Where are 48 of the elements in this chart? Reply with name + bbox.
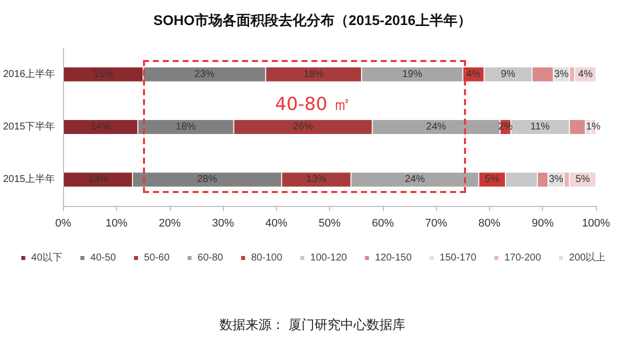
data-label: 26% (292, 122, 314, 132)
data-label: 28% (197, 174, 218, 186)
annotation: 40-80 ㎡ (275, 93, 352, 116)
legend-label: 100-120 (310, 252, 348, 264)
x-tick-label: 20% (158, 218, 182, 230)
legend-label: 120-150 (374, 252, 412, 264)
data-label: 4% (466, 68, 481, 80)
x-tick-label: 80% (478, 218, 501, 230)
y-tick-label: 2015下半年 (2, 120, 56, 132)
chart-title: SOHO市场各面积段去化分布（2015-2016上半年） (153, 12, 472, 28)
data-label: 11% (530, 122, 550, 132)
x-tick-label: 30% (212, 218, 234, 230)
legend-label: 40-50 (90, 252, 116, 264)
legend-label: 150-170 (440, 252, 477, 264)
x-tick-label: 40% (265, 218, 288, 230)
x-tick-label: 10% (106, 218, 128, 230)
legend-label: 60-80 (198, 252, 224, 264)
legend-label: 200以上 (569, 252, 606, 264)
legend-label: 50-60 (144, 252, 170, 264)
data-label: 24% (404, 174, 425, 186)
y-tick-label: 2015上半年 (2, 173, 56, 186)
x-tick-label: 50% (318, 218, 341, 230)
legend-label: 80-100 (251, 252, 283, 264)
data-label: 3% (554, 68, 569, 80)
data-label: 19% (402, 68, 422, 80)
source-note: 数据来源： 厦门研究中心数据库 (218, 317, 407, 334)
legend-label: 40以下 (31, 252, 62, 264)
x-tick-label: 70% (425, 218, 448, 230)
data-label: 18% (304, 68, 324, 80)
data-label: 18% (176, 122, 196, 132)
data-label: 5% (575, 174, 590, 186)
data-label: 15% (93, 68, 114, 80)
data-label: 24% (426, 122, 446, 132)
legend-label: 170-200 (504, 252, 542, 264)
x-tick-label: 90% (532, 218, 554, 230)
data-label: 9% (500, 68, 516, 80)
x-tick-label: 60% (372, 218, 394, 230)
data-label: 5% (484, 174, 500, 186)
data-label: 13% (306, 174, 326, 186)
data-label: 4% (578, 68, 593, 80)
data-label: 23% (194, 68, 215, 80)
y-tick-label: 2016上半年 (2, 68, 56, 80)
x-tick-label: 100% (582, 218, 610, 230)
data-label: 14% (90, 122, 111, 132)
data-label: 13% (88, 174, 108, 186)
data-label: 3% (548, 174, 564, 186)
data-label: 1% (586, 122, 601, 132)
x-tick-label: 0% (55, 218, 72, 230)
